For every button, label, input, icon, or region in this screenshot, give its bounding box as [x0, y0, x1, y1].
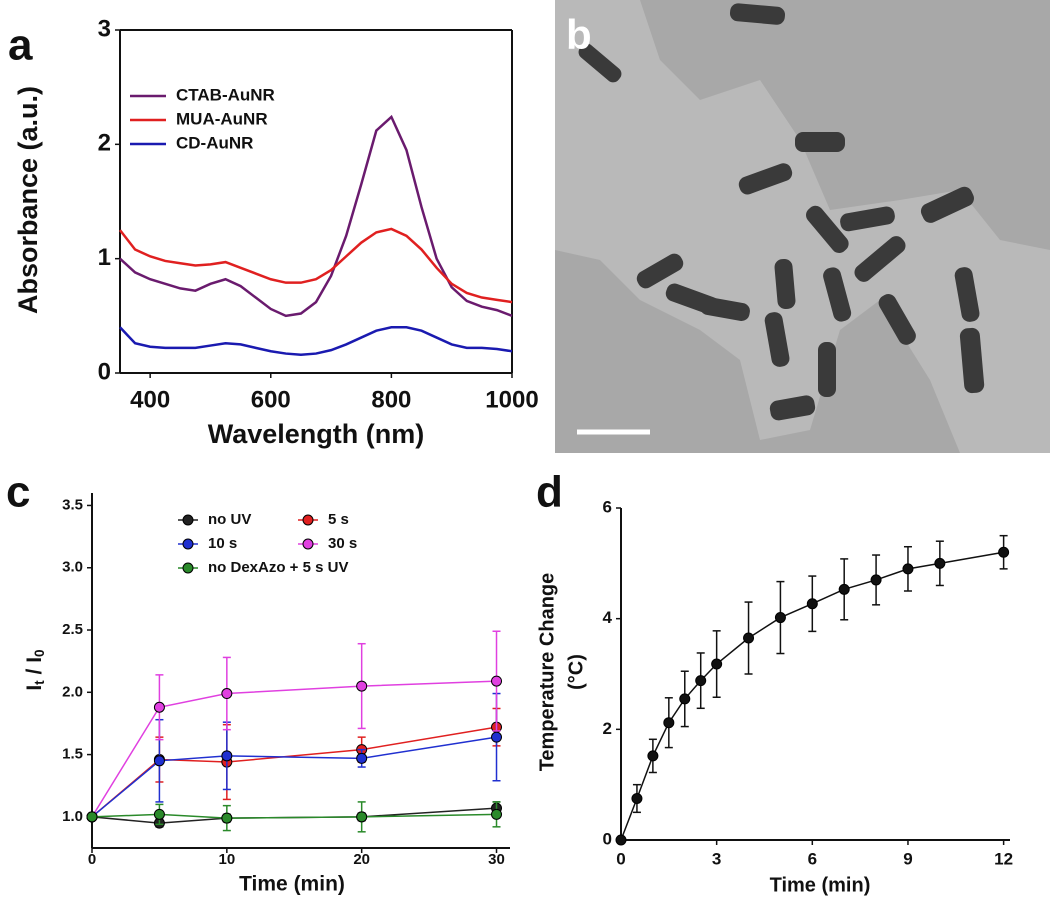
legend-label: CD-AuNR	[176, 133, 253, 152]
legend-marker	[302, 514, 314, 526]
panel-label: d	[536, 468, 563, 517]
data-point	[902, 563, 914, 575]
series-line	[119, 227, 513, 304]
series-line	[119, 326, 513, 356]
panel-label: b	[566, 11, 592, 58]
legend-label: 30 s	[328, 535, 357, 552]
data-point	[221, 750, 233, 762]
x-tick-label: 6	[808, 849, 817, 868]
x-tick-label: 800	[371, 386, 411, 413]
legend-label: 10 s	[208, 535, 237, 552]
data-point	[711, 658, 723, 670]
data-point	[153, 808, 165, 820]
x-tick-label: 10	[218, 851, 235, 868]
data-point	[743, 632, 755, 644]
y-tick-label: 1	[98, 244, 111, 271]
y-axis-label: Absorbance (a.u.)	[13, 86, 43, 314]
series-line	[91, 813, 497, 819]
data-point	[934, 557, 946, 569]
data-point	[356, 680, 368, 692]
data-point	[838, 583, 850, 595]
legend-label: CTAB-AuNR	[176, 85, 275, 104]
y-tick-label: 2	[603, 719, 612, 738]
x-tick-label: 30	[488, 851, 505, 868]
data-point	[806, 598, 818, 610]
y-axis-label: Temperature Change	[536, 573, 558, 772]
panel: a 400 600 800 1000 0 1 2 3 Wavelength (nm) Absorba…	[8, 15, 539, 449]
y-axis-label-subscript: t	[32, 680, 47, 685]
y-axis-label: It / I0	[23, 649, 47, 691]
data-point	[356, 811, 368, 823]
legend-label: MUA-AuNR	[176, 109, 268, 128]
y-tick-label: 0	[603, 829, 612, 848]
legend-label: no DexAzo + 5 s UV	[208, 559, 348, 576]
y-tick-label: 2.0	[62, 683, 83, 700]
series-line	[91, 736, 497, 818]
y-axis-label-part: I	[23, 685, 46, 691]
y-tick-label: 3.0	[62, 559, 83, 576]
x-tick-label: 9	[903, 849, 912, 868]
x-tick-label: 12	[994, 849, 1013, 868]
y-tick-label: 4	[603, 608, 613, 627]
data-point	[221, 688, 233, 700]
data-point	[631, 793, 643, 804]
x-tick-label: 400	[130, 386, 170, 413]
panel: d 0 3 6 9 12 0 2 4 6 Time (min) Temperature Change (…	[536, 468, 1013, 897]
panel-label: a	[8, 21, 33, 70]
nanorods	[578, 3, 985, 421]
x-axis-label: Time (min)	[770, 874, 871, 896]
tem-image: b	[555, 0, 1050, 453]
series-line	[91, 680, 497, 818]
y-axis-label-part: / I	[23, 657, 46, 680]
y-tick-label: 3	[98, 15, 111, 42]
x-tick-label: 600	[251, 386, 291, 413]
data-point	[491, 731, 503, 743]
data-point	[356, 752, 368, 764]
data-point	[870, 574, 882, 586]
x-tick-label: 0	[616, 849, 625, 868]
y-axis-label: (°C)	[565, 654, 587, 690]
x-axis-label: Wavelength (nm)	[208, 419, 425, 449]
data-point	[615, 834, 627, 846]
y-tick-label: 2.5	[62, 621, 83, 638]
data-point	[695, 675, 707, 687]
legend-marker	[182, 562, 194, 574]
x-axis-label: Time (min)	[239, 873, 345, 896]
x-tick-label: 20	[353, 851, 370, 868]
x-tick-label: 1000	[485, 386, 538, 413]
data-point	[679, 693, 691, 705]
y-tick-label: 3.5	[62, 496, 83, 513]
panel-label: c	[6, 468, 30, 517]
legend-marker	[182, 538, 194, 550]
y-tick-label: 1.5	[62, 746, 83, 763]
y-tick-label: 0	[98, 358, 111, 385]
panel: c 0 10 20 30 1.0 1.5 2.0 2.5 3.0 3.5 Time (min) It /…	[6, 468, 510, 896]
y-axis-label-subscript: 0	[32, 649, 47, 657]
x-tick-label: 0	[88, 851, 96, 868]
y-tick-label: 6	[603, 497, 612, 516]
data-point	[153, 755, 165, 767]
y-tick-label: 2	[98, 130, 111, 157]
data-point	[221, 812, 233, 824]
legend-marker	[302, 538, 314, 550]
data-point	[998, 546, 1010, 558]
data-point	[491, 808, 503, 820]
y-tick-label: 1.0	[62, 808, 83, 825]
legend-label: 5 s	[328, 511, 349, 528]
data-point	[153, 701, 165, 713]
series-line	[91, 726, 497, 818]
data-point	[774, 612, 786, 624]
data-point	[647, 750, 659, 762]
image-region	[555, 0, 1050, 453]
x-tick-label: 3	[712, 849, 721, 868]
data-point	[86, 811, 98, 823]
data-point	[663, 717, 675, 729]
legend-marker	[182, 514, 194, 526]
legend-label: no UV	[208, 511, 251, 528]
data-point	[491, 675, 503, 687]
